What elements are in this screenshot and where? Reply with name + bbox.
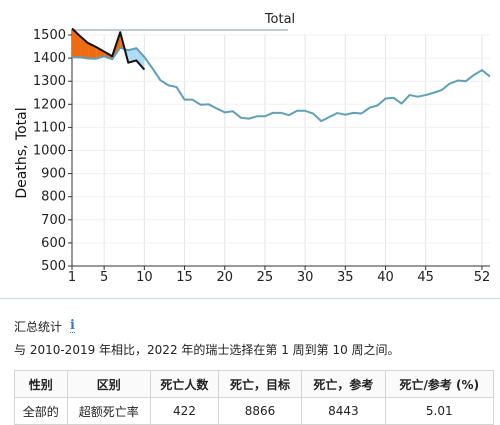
excess-area bbox=[72, 28, 81, 58]
table-cell: 5.01 bbox=[384, 397, 495, 425]
x-tick-label: 20 bbox=[216, 270, 233, 285]
x-tick-label: 25 bbox=[257, 270, 274, 285]
mortality-chart: Total Deaths, Total 500 600 700 800 900 1000 1… bbox=[14, 12, 491, 285]
x-tick-label: 35 bbox=[337, 270, 354, 285]
x-tick-label: 45 bbox=[417, 270, 434, 285]
x-tick-label: 52 bbox=[474, 270, 491, 285]
x-tick-label: 30 bbox=[297, 270, 314, 285]
table-header-row: 性别 区别 死亡人数 死亡，目标 死亡，参考 死亡/参考 (%) bbox=[14, 370, 495, 398]
y-tick-label: 1100 bbox=[33, 120, 66, 135]
y-tick-label: 800 bbox=[41, 190, 66, 205]
deficit-area bbox=[136, 48, 145, 70]
table-header-cell: 性别 bbox=[14, 370, 68, 398]
section-divider bbox=[0, 298, 500, 299]
summary-title: 汇总统计 bbox=[14, 320, 63, 334]
y-tick-label: 1200 bbox=[33, 97, 66, 112]
tick-labels: 500 600 700 800 900 1000 1100 1200 1300 1400 1500 1… bbox=[33, 28, 490, 285]
x-tick-label: 40 bbox=[377, 270, 394, 285]
y-tick-label: 1000 bbox=[33, 144, 66, 159]
chart-title: Total bbox=[264, 12, 295, 27]
table-cell: 8866 bbox=[217, 397, 303, 425]
y-axis-title: Deaths, Total bbox=[14, 107, 30, 198]
info-icon[interactable]: i bbox=[70, 318, 75, 333]
series-lines bbox=[71, 27, 491, 123]
table-header-cell: 死亡，参考 bbox=[301, 370, 386, 398]
table-cell: 全部的 bbox=[14, 397, 68, 425]
summary-section: 汇总统计 i 与 2010-2019 年相比，2022 年的瑞士选择在第 1 周… bbox=[14, 318, 495, 425]
y-tick-label: 600 bbox=[41, 236, 66, 251]
table-cell: 8443 bbox=[301, 397, 386, 425]
summary-table: 性别 区别 死亡人数 死亡，目标 死亡，参考 死亡/参考 (%) 全部的 超额死… bbox=[14, 370, 495, 425]
summary-header: 汇总统计 i bbox=[14, 318, 494, 335]
table-header-cell: 死亡，目标 bbox=[217, 370, 303, 398]
chart-svg: Total Deaths, Total 500 600 700 800 900 1000 1… bbox=[14, 12, 491, 285]
observed-series-line bbox=[71, 27, 146, 71]
x-tick-label: 15 bbox=[176, 270, 193, 285]
y-tick-label: 500 bbox=[41, 259, 66, 274]
x-tick-label: 1 bbox=[68, 270, 76, 285]
y-tick-label: 1400 bbox=[33, 51, 66, 66]
x-tick-label: 5 bbox=[100, 270, 108, 285]
baseline-series-line bbox=[72, 46, 491, 123]
table-header-cell: 区别 bbox=[66, 370, 151, 398]
table-row: 全部的 超额死亡率 422 8866 8443 5.01 bbox=[14, 397, 495, 425]
y-tick-label: 1500 bbox=[33, 28, 66, 43]
x-tick-label: 10 bbox=[136, 270, 153, 285]
table-header-cell: 死亡/参考 (%) bbox=[384, 370, 495, 398]
y-tick-label: 700 bbox=[41, 213, 66, 228]
table-header-cell: 死亡人数 bbox=[149, 370, 219, 398]
y-tick-label: 1300 bbox=[33, 74, 66, 89]
deficit-area bbox=[128, 48, 137, 63]
summary-description: 与 2010-2019 年相比，2022 年的瑞士选择在第 1 周到第 10 周… bbox=[14, 343, 400, 357]
table-cell: 超额死亡率 bbox=[66, 397, 151, 425]
table-cell: 422 bbox=[149, 397, 219, 425]
gridlines bbox=[71, 30, 490, 267]
y-tick-label: 900 bbox=[41, 167, 66, 182]
